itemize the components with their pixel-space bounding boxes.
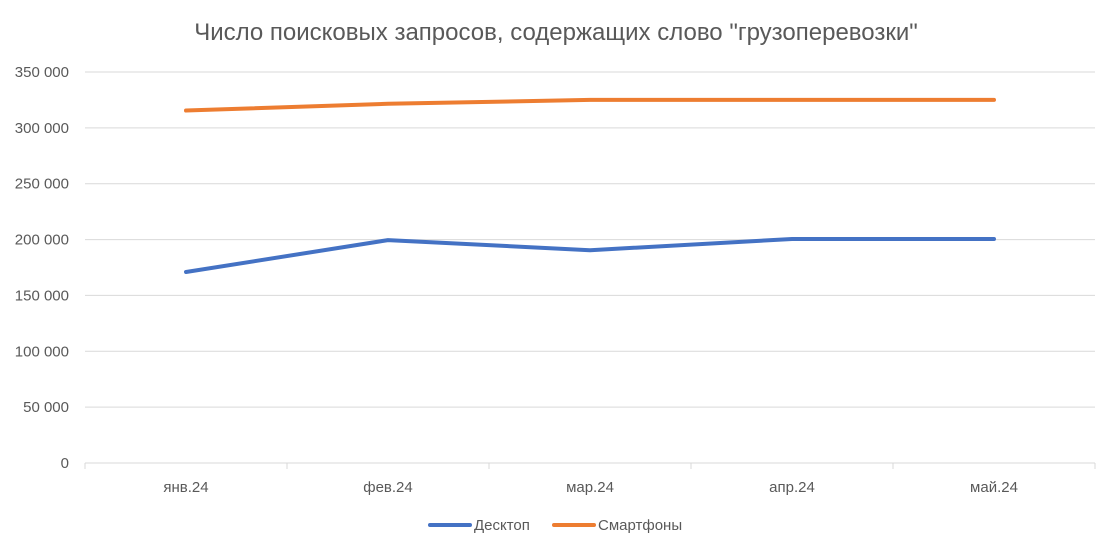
y-tick-label: 350 000	[15, 64, 69, 81]
legend-label: Десктоп	[474, 517, 530, 534]
y-tick-label: 300 000	[15, 120, 69, 137]
series-line-1	[184, 97, 996, 113]
y-tick-label: 200 000	[15, 232, 69, 249]
y-tick-label: 50 000	[23, 399, 69, 416]
y-axis-ticks: 0 50 000 100 000 150 000 200 000 250 000 300 0…	[15, 64, 69, 472]
chart-title: Число поисковых запросов, содержащих сло…	[194, 19, 918, 46]
x-axis: янв.24 фев.24 мар.24 апр.24 май.24	[84, 462, 1096, 496]
legend: Десктоп Смартфоны	[428, 517, 682, 534]
y-tick-label: 100 000	[15, 343, 69, 360]
series-line-0	[184, 237, 996, 274]
series-lines	[184, 97, 996, 274]
x-tick-label: апр.24	[769, 479, 815, 496]
y-tick-label: 150 000	[15, 287, 69, 304]
y-tick-label: 0	[61, 455, 69, 472]
x-tick-label: янв.24	[163, 479, 208, 496]
x-tick-label: май.24	[970, 479, 1018, 496]
legend-label: Смартфоны	[598, 517, 682, 534]
y-tick-label: 250 000	[15, 176, 69, 193]
x-tick-label: мар.24	[566, 479, 614, 496]
gridlines	[85, 71, 1095, 408]
x-tick-label: фев.24	[363, 479, 413, 496]
